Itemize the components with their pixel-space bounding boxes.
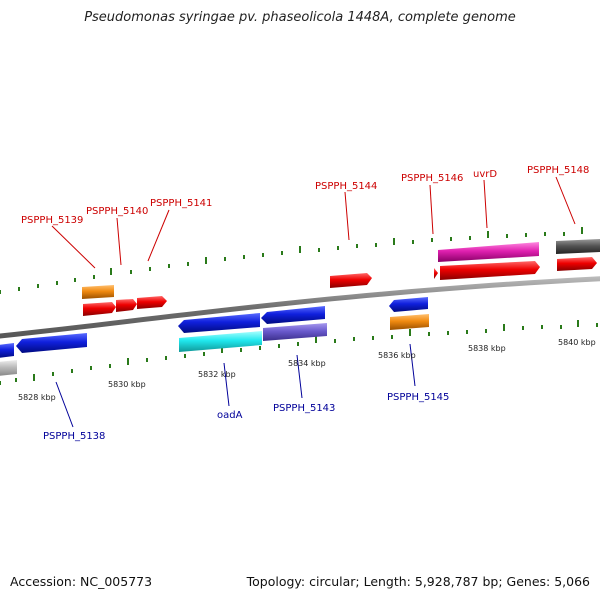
gene-light-gray[interactable]: [0, 360, 17, 376]
label-pspph-5139[interactable]: PSPPH_5139: [21, 215, 83, 226]
gene-orange-5145[interactable]: [390, 314, 429, 330]
gene-uvrd-pink[interactable]: [438, 242, 539, 262]
scale-label: 5834 kbp: [288, 359, 326, 368]
label-oada[interactable]: oadA: [217, 410, 243, 421]
gene-5140[interactable]: [116, 299, 137, 312]
upper-gene-labels: PSPPH_5139 PSPPH_5140 PSPPH_5141 PSPPH_5…: [21, 165, 589, 226]
lower-gene-labels: PSPPH_5138 oadA PSPPH_5143 PSPPH_5145: [43, 392, 449, 442]
genome-backbone: [0, 276, 600, 339]
leader-lines: [51, 176, 576, 428]
scale-label: 5830 kbp: [108, 380, 146, 389]
scale-label: 5838 kbp: [468, 344, 506, 353]
accession-label: Accession: NC_005773: [10, 574, 153, 589]
gene-5148-gray[interactable]: [556, 239, 600, 254]
gene-5144[interactable]: [330, 273, 372, 288]
scale-labels: 5828 kbp 5830 kbp 5832 kbp 5834 kbp 5836…: [18, 338, 596, 402]
lower-tick-row: [0, 320, 598, 385]
gene-oada[interactable]: [179, 331, 262, 352]
gene-5146[interactable]: [434, 268, 438, 279]
genome-title: Pseudomonas syringae pv. phaseolicola 14…: [84, 10, 516, 25]
gene-5138[interactable]: [16, 333, 87, 353]
gene-purple[interactable]: [263, 323, 327, 341]
genome-summary: Topology: circular; Length: 5,928,787 bp…: [246, 574, 590, 589]
label-pspph-5148[interactable]: PSPPH_5148: [527, 165, 589, 176]
label-pspph-5143[interactable]: PSPPH_5143: [273, 403, 335, 414]
label-uvrd[interactable]: uvrD: [473, 169, 497, 180]
gene-5145[interactable]: [389, 297, 428, 312]
gene-5148[interactable]: [557, 257, 597, 271]
lower-features: [0, 297, 429, 376]
upper-tick-row: [0, 227, 583, 294]
scale-label: 5840 kbp: [558, 338, 596, 347]
gene-5141[interactable]: [137, 296, 167, 309]
label-pspph-5140[interactable]: PSPPH_5140: [86, 206, 148, 217]
gene-orange-5139[interactable]: [82, 285, 114, 299]
gene-5139[interactable]: [83, 302, 116, 316]
scale-label: 5832 kbp: [198, 370, 236, 379]
upper-features: [82, 239, 600, 316]
label-pspph-5146[interactable]: PSPPH_5146: [401, 173, 463, 184]
label-pspph-5138[interactable]: PSPPH_5138: [43, 431, 105, 442]
label-pspph-5141[interactable]: PSPPH_5141: [150, 198, 212, 209]
gene-left-edge[interactable]: [0, 343, 14, 358]
gene-5143[interactable]: [261, 306, 325, 324]
label-pspph-5144[interactable]: PSPPH_5144: [315, 181, 377, 192]
scale-label: 5828 kbp: [18, 393, 56, 402]
gene-blue-oada[interactable]: [178, 313, 260, 333]
scale-label: 5836 kbp: [378, 351, 416, 360]
gene-uvrd[interactable]: [440, 261, 540, 280]
label-pspph-5145[interactable]: PSPPH_5145: [387, 392, 449, 403]
